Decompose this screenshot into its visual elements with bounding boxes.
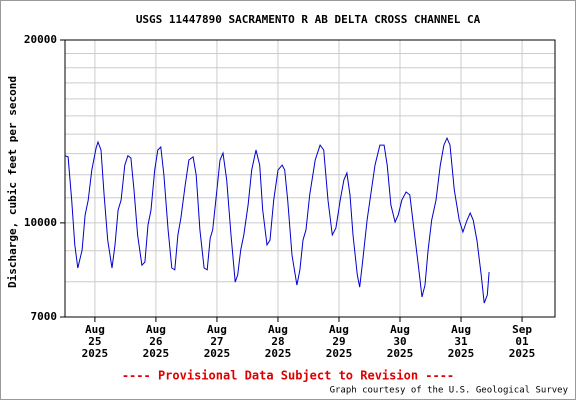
x-tick-label: Aug 26 2025 (143, 323, 170, 360)
x-tick-label: Aug 25 2025 (82, 323, 109, 360)
y-axis-label: Discharge, cubic feet per second (6, 76, 19, 288)
x-tick-label: Aug 30 2025 (387, 323, 414, 360)
x-tick-label: Aug 31 2025 (448, 323, 475, 360)
y-tick-label: 7000 (31, 310, 58, 323)
data-line (64, 136, 490, 304)
y-tick-label: 20000 (24, 33, 57, 46)
footer: ---- Provisional Data Subject to Revisio… (122, 369, 454, 383)
x-tick-label: Aug 28 2025 (265, 323, 292, 360)
credit: Graph courtesy of the U.S. Geological Su… (330, 386, 569, 396)
x-tick-label: Aug 27 2025 (204, 323, 231, 360)
y-tick-label: 10000 (24, 216, 57, 229)
plot-border (64, 39, 556, 318)
plot-area (65, 40, 555, 317)
chart-title: USGS 11447890 SACRAMENTO R AB DELTA CROS… (136, 13, 481, 26)
x-tick-label: Aug 29 2025 (326, 323, 353, 360)
x-tick-label: Sep 01 2025 (509, 323, 536, 360)
